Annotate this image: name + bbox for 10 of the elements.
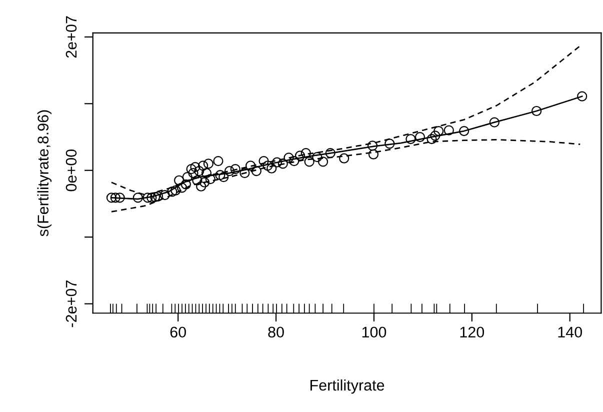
y-tick-label: 0e+00 [66,150,77,192]
y-tick-label: -2e+07 [66,280,77,328]
x-tick-label: 60 [170,326,186,338]
x-tick-label: 120 [460,326,484,338]
y-axis-title: s(Fertilityrate,8.96) [37,110,52,236]
y-tick-label: 2e+07 [66,16,77,58]
x-tick-label: 140 [558,326,582,338]
x-axis-title: Fertilityrate [310,379,384,394]
x-tick-label: 80 [268,326,284,338]
x-tick-label: 100 [362,326,386,338]
